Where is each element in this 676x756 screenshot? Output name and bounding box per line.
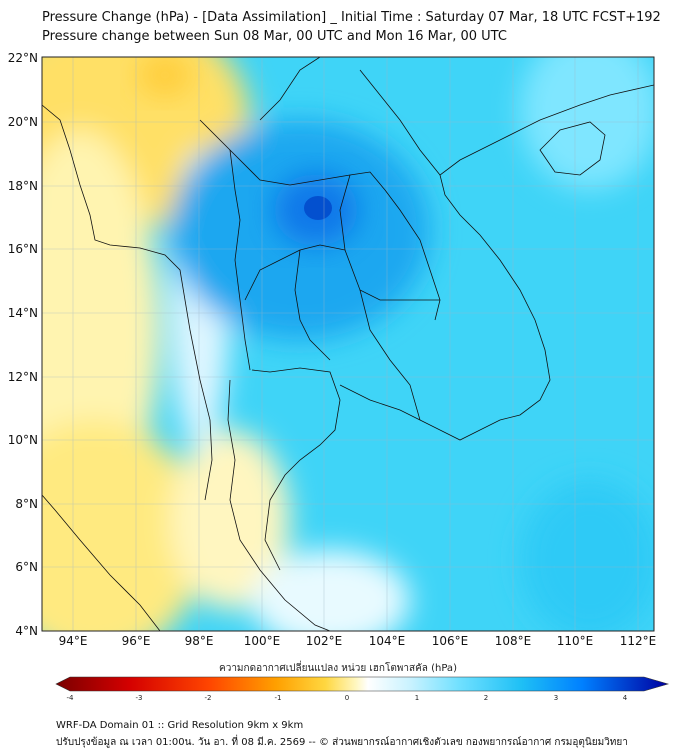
colorbar-tick: 1 (415, 694, 419, 702)
colorbar-tick: 0 (345, 694, 349, 702)
map-subtitle: Pressure change between Sun 08 Mar, 00 U… (42, 29, 507, 44)
lon-label: 102°E (306, 634, 343, 648)
lat-label: 6°N (15, 560, 38, 574)
colorbar-tick: -3 (136, 694, 143, 702)
lon-label: 108°E (495, 634, 532, 648)
colorbar: -4 -3 -2 -1 0 1 2 3 4 (55, 676, 670, 702)
footer-credit: ปรับปรุงข้อมูล ณ เวลา 01:00น. วัน อา. ที… (56, 737, 628, 748)
colorbar-tick: -4 (67, 694, 75, 702)
pressure-field (42, 57, 654, 631)
coastlines (42, 57, 654, 631)
lat-label: 8°N (15, 497, 38, 511)
lon-label: 110°E (557, 634, 594, 648)
lat-label: 4°N (15, 624, 38, 638)
lon-label: 106°E (432, 634, 469, 648)
colorbar-tick: -2 (205, 694, 212, 702)
lon-label: 104°E (369, 634, 406, 648)
map-title: Pressure Change (hPa) - [Data Assimilati… (42, 10, 661, 25)
plot-frame (41, 56, 655, 632)
lat-axis: 22°N 20°N 18°N 16°N 14°N 12°N 10°N 8°N 6… (8, 51, 38, 638)
colorbar-tick: -1 (275, 694, 282, 702)
lon-label: 100°E (244, 634, 281, 648)
lon-label: 98°E (185, 634, 214, 648)
lat-label: 20°N (8, 115, 38, 129)
lat-label: 16°N (8, 242, 38, 256)
footer-domain: WRF-DA Domain 01 :: Grid Resolution 9km … (56, 720, 304, 731)
lat-label: 22°N (8, 51, 38, 65)
lon-axis: 94°E 96°E 98°E 100°E 102°E 104°E 106°E 1… (59, 634, 657, 648)
colorbar-tick: 3 (554, 694, 558, 702)
lon-label: 112°E (620, 634, 657, 648)
lat-label: 10°N (8, 433, 38, 447)
lat-label: 14°N (8, 306, 38, 320)
lat-label: 12°N (8, 370, 38, 384)
colorbar-title: ความกดอากาศเปลี่ยนแปลง หน่วย เฮกโตพาสคัล… (219, 663, 457, 674)
colorbar-tick: 4 (623, 694, 628, 702)
colorbar-tick: 2 (484, 694, 488, 702)
lon-label: 94°E (59, 634, 88, 648)
lon-label: 96°E (122, 634, 151, 648)
lat-label: 18°N (8, 179, 38, 193)
